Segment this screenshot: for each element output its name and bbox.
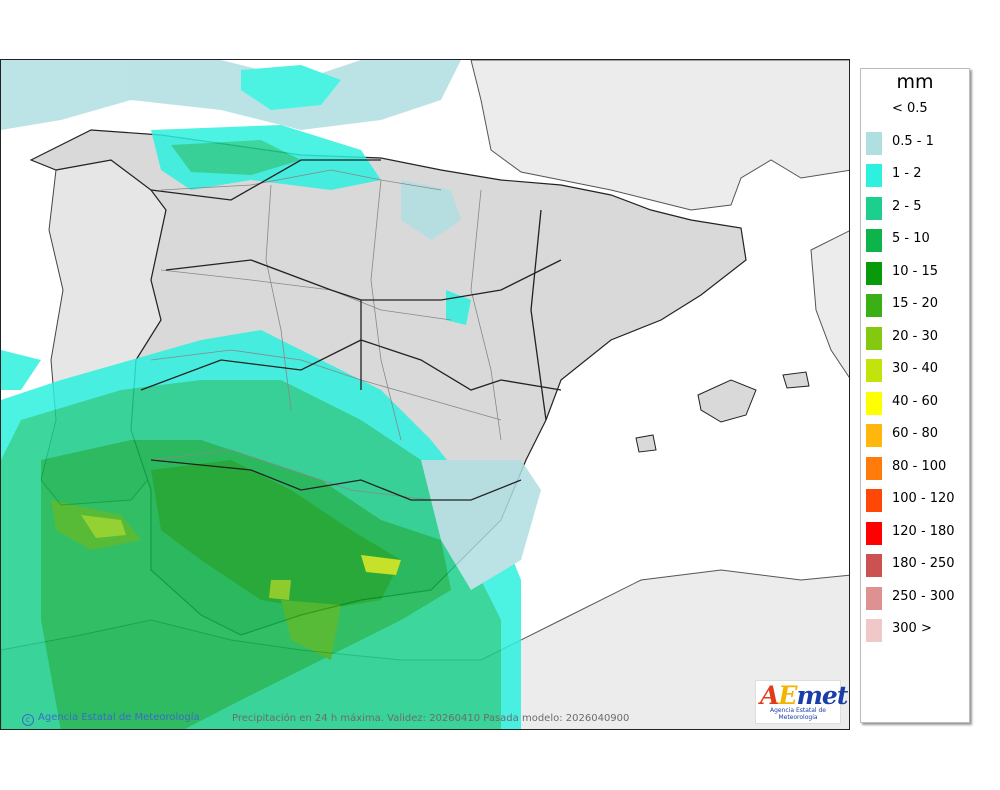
legend-swatch (866, 456, 882, 480)
legend-item: 30 - 40 (864, 357, 968, 383)
legend-unit: mm (896, 71, 934, 93)
legend-swatch (866, 131, 882, 155)
legend-label: 2 - 5 (892, 198, 922, 214)
legend-item: 0.5 - 1 (864, 130, 968, 156)
legend-swatch (866, 326, 882, 350)
legend-label: 20 - 30 (892, 328, 939, 344)
legend-item: 250 - 300 (864, 585, 968, 611)
legend-swatch (866, 196, 882, 220)
legend-swatch (866, 586, 882, 610)
legend-label: 0.5 - 1 (892, 133, 934, 149)
legend-label: 30 - 40 (892, 361, 939, 376)
legend-item: 2 - 5 (864, 195, 968, 221)
legend-swatch (866, 229, 882, 252)
legend-label: 1 - 2 (892, 166, 922, 181)
legend-item: 120 - 180 (864, 520, 968, 546)
legend-swatch (866, 99, 882, 122)
legend-label: 100 - 120 (892, 491, 955, 506)
legend-item: < 0.5 (864, 97, 968, 123)
france-landmass (470, 60, 849, 211)
legend-label: 5 - 10 (892, 231, 930, 246)
legend-item: 300 > (864, 617, 968, 643)
legend-label: 80 - 100 (892, 458, 947, 474)
legend-swatch (866, 359, 882, 382)
legend-label: < 0.5 (892, 101, 928, 116)
legend-swatch (866, 391, 882, 415)
legend-label: 120 - 180 (892, 523, 955, 539)
mallorca-island (697, 379, 757, 423)
credit-label: Agencia Estatal de Meteorología (38, 712, 200, 723)
precipitation-map (1, 60, 849, 729)
menorca-island (782, 371, 810, 389)
validity-text: Precipitación en 24 h máxima. Validez: 2… (232, 713, 630, 724)
aemet-logo-mark: AEmet (760, 681, 848, 710)
legend-item: 100 - 120 (864, 487, 968, 513)
legend-label: 10 - 15 (892, 263, 939, 279)
ibiza-island (635, 434, 657, 453)
legend-swatch (866, 489, 882, 512)
legend-label: 60 - 80 (892, 426, 939, 441)
aemet-logo: AEmet Agencia Estatal de Meteorología (755, 680, 848, 724)
legend-item: 60 - 80 (864, 422, 968, 448)
legend-label: 15 - 20 (892, 296, 939, 311)
legend-item: 20 - 30 (864, 325, 968, 351)
legend-label: 40 - 60 (892, 393, 939, 409)
legend-swatch (866, 619, 882, 642)
legend-swatch (866, 294, 882, 317)
community-borders (140, 159, 562, 501)
aemet-logo-subtitle: Agencia Estatal de Meteorología (769, 707, 826, 721)
italy-islands-landmass (810, 230, 849, 378)
legend-item: 40 - 60 (864, 390, 968, 416)
legend-item: 10 - 15 (864, 260, 968, 286)
legend-swatch (866, 261, 882, 285)
legend-label: 300 > (892, 621, 932, 636)
legend-swatch (866, 164, 882, 187)
legend-item: 15 - 20 (864, 292, 968, 318)
credit-text: c Agencia Estatal de Meteorología (22, 712, 200, 726)
precipitation-overlay (1, 60, 541, 729)
legend-item: 80 - 100 (864, 455, 968, 481)
copyright-icon: c (22, 714, 34, 726)
legend-swatch (866, 554, 882, 577)
regional-borders (150, 169, 502, 501)
legend-label: 180 - 250 (892, 556, 955, 571)
legend-swatch (866, 424, 882, 447)
legend-item: 5 - 10 (864, 227, 968, 253)
precipitation-legend: mm < 0.5 0.5 - 1 1 - 2 2 - 5 5 - 10 10 - 15 15… (860, 68, 970, 723)
legend-label: 250 - 300 (892, 588, 955, 604)
legend-swatch (866, 521, 882, 545)
legend-item: 180 - 250 (864, 552, 968, 578)
map-frame (0, 59, 850, 730)
legend-item: 1 - 2 (864, 162, 968, 188)
